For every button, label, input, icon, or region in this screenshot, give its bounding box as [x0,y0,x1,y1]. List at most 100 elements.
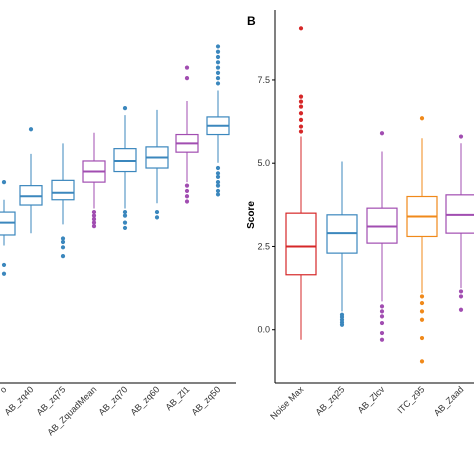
outlier-point [379,314,385,319]
box-iqr [285,212,317,276]
outlier-point [419,335,425,341]
outlier-point [215,174,221,179]
outlier-point [215,180,221,185]
outlier-point [215,49,221,54]
outlier-point [458,294,464,299]
outlier-point [379,131,385,136]
panel-b: B Score 0.0 2.5 5.0 7.5 Noise Max AB_zq25 AB_… [246,10,474,421]
outlier-point [184,76,190,81]
outlier-point [458,134,464,139]
y-tick-label: 2.5 [257,241,270,251]
outlier-point [184,194,190,199]
outlier-point [60,254,66,259]
panel-b-y-axis-title: Score [246,201,257,229]
x-tick-label: Noise Max [268,384,305,421]
a-box-AB_ZquadMean [82,132,106,229]
x-tick-label: AB_Zlcv [356,384,387,415]
outlier-point [60,245,66,250]
outlier-point [379,330,385,336]
panel-b-boxes [285,26,474,364]
outlier-point [91,213,97,218]
outlier-point [184,65,190,70]
outlier-point [184,188,190,194]
outlier-point [60,236,66,241]
outlier-point [298,117,304,123]
outlier-point [298,111,304,116]
b-box-AB_Zlcv [366,131,398,342]
b-box-Noise Max [285,26,317,340]
panel-b-y-ticks: 0.0 2.5 5.0 7.5 [257,75,275,335]
outlier-point [1,271,7,276]
a-box-AB_Zl1 [175,65,199,204]
outlier-point [28,127,34,132]
outlier-point [91,220,97,225]
a-box-AB_zq75 [51,143,75,259]
outlier-point [379,304,385,309]
outlier-point [215,165,221,171]
x-tick-label: o [0,384,8,395]
x-tick-label: AB_zq25 [314,384,347,417]
outlier-point [1,180,7,185]
x-tick-label: AB_Zaad [432,384,466,418]
outlier-point [122,209,128,215]
outlier-point [419,294,425,299]
outlier-point [91,224,97,229]
outlier-point [298,99,304,104]
outlier-point [91,217,97,222]
outlier-point [122,213,128,218]
outlier-point [298,26,304,31]
outlier-point [419,309,425,314]
x-tick-label: AB_zq60 [129,384,162,417]
outlier-point [215,81,221,86]
a-box-AB_zq70 [113,106,137,231]
x-tick-label: AB_zq70 [97,384,130,417]
outlier-point [215,70,221,75]
outlier-point [458,289,464,294]
a-box-AB_zq50 [206,44,230,197]
outlier-point [215,44,221,49]
outlier-point [419,317,425,322]
panel-b-label: B [247,14,256,28]
outlier-point [419,300,425,306]
panel-b-x-tick-labels: Noise Max AB_zq25 AB_Zlcv ITC_z95 AB_Zaad [268,384,465,421]
outlier-point [1,262,7,268]
b-box-ITC_z95 [406,116,438,364]
b-box-AB_zq25 [326,161,358,327]
x-tick-label: AB_zq40 [3,384,36,417]
outlier-point [298,94,304,99]
outlier-point [298,124,304,129]
outlier-point [215,65,221,70]
panel-a-boxes [0,44,230,276]
outlier-point [419,359,425,364]
outlier-point [184,199,190,204]
outlier-point [215,192,221,197]
x-tick-label: AB_zq50 [190,384,223,417]
outlier-point [91,209,97,215]
y-tick-label: 7.5 [257,75,270,85]
outlier-point [419,116,425,121]
outlier-point [184,183,190,188]
y-tick-label: 0.0 [257,325,270,335]
x-tick-label: AB_Zl1 [163,384,191,412]
outlier-point [60,239,66,245]
outlier-point [215,76,221,81]
outlier-point [458,307,464,312]
outlier-point [154,209,160,215]
a-box-AB_zq60 [145,109,169,220]
outlier-point [122,220,128,225]
outlier-point [215,60,221,65]
box-iqr [51,179,75,201]
outlier-point [215,171,221,176]
x-tick-label: ITC_z95 [395,384,426,415]
a-box-AB_zq40 [19,127,43,234]
outlier-point [379,320,385,326]
b-box-AB_Zaad [445,134,474,312]
outlier-point [215,188,221,194]
outlier-point [154,215,160,220]
outlier-point [122,225,128,231]
outlier-point [215,54,221,60]
outlier-point [122,106,128,111]
